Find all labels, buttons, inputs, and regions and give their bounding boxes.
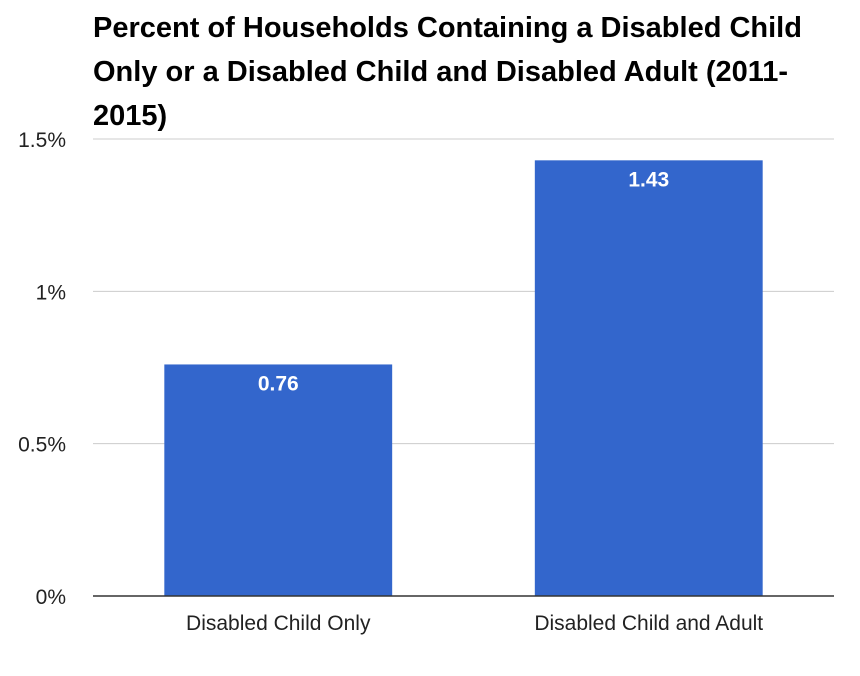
x-category-label: Disabled Child and Adult xyxy=(534,612,763,635)
y-axis-ticks: 0% 0.5% 1% 1.5% xyxy=(18,129,66,609)
x-axis-labels: Disabled Child Only Disabled Child and Ad… xyxy=(186,612,763,635)
y-tick-label: 0.5% xyxy=(18,434,66,457)
y-tick-label: 1% xyxy=(36,281,66,304)
y-tick-label: 1.5% xyxy=(18,129,66,152)
bar-data-label: 0.76 xyxy=(258,372,299,395)
bar-data-label: 1.43 xyxy=(628,168,669,191)
bars: 0.76 1.43 xyxy=(164,160,763,596)
bar xyxy=(534,160,763,596)
x-category-label: Disabled Child Only xyxy=(186,612,371,635)
chart-title: Percent of Households Containing a Disab… xyxy=(93,12,802,132)
y-tick-label: 0% xyxy=(36,586,66,609)
bar xyxy=(164,364,393,596)
